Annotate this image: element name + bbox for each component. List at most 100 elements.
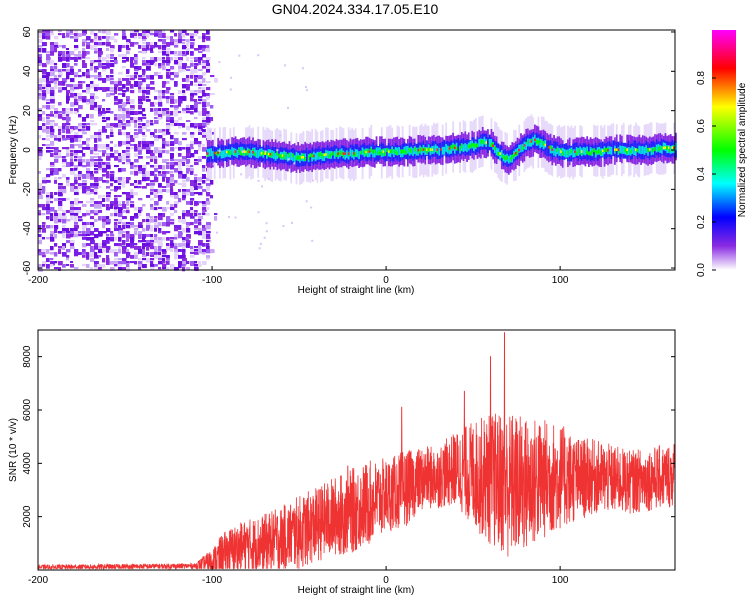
spectrogram-cell [464,143,467,151]
spectrogram-cell [98,186,102,189]
spectrogram-cell [54,219,59,224]
spectrogram-cell [74,33,78,37]
spectrogram-cell [186,75,190,80]
spectrogram-peak-cell [281,154,285,157]
spectrogram-cell [126,159,131,164]
spectrogram-cell [82,243,87,248]
spectrogram-cell [190,222,194,226]
spectrogram-cell [198,216,203,219]
spectrogram-cell [98,60,102,63]
spectrogram-cell [74,234,78,238]
spectrogram-cell [126,225,131,229]
spectrogram-cell [98,75,102,78]
spectrogram-cell [82,237,87,240]
spectrogram-cell [78,216,83,219]
spectrogram-peak-cell [417,148,421,152]
spectrogram-cell [118,48,122,52]
spectrogram-cell [146,183,150,186]
spectrogram-cell [138,141,142,145]
spectrogram-cell [66,264,70,267]
spectrogram-cell [98,243,102,246]
spectrogram-cell [122,33,126,38]
spectrogram-cell [110,237,115,242]
spectrogram-cell [110,54,115,57]
spectrogram-cell [66,51,70,56]
spectrogram-speck [242,150,245,153]
spectrogram-cell [253,152,256,157]
spectrogram-cell [50,168,55,173]
spectrogram-cell [150,120,154,123]
spectrogram-cell [126,111,130,116]
spectrogram-cell [158,63,162,68]
spectrogram-cell [447,145,449,154]
spectrogram-cell [118,108,122,112]
spectrogram-cell [66,219,71,222]
spectrogram-cell [154,192,158,196]
spectrogram-cell [393,149,395,158]
spectrogram-cell [509,157,512,162]
spectrogram-cell [110,153,115,158]
colorbar-tick-label: 0.4 [696,167,707,181]
spectrogram-cell [134,60,138,65]
spectrogram-cell [62,189,67,194]
spectrogram-cell [130,162,134,166]
spectrogram-cell [66,84,71,88]
spectrogram-cell [610,146,613,155]
spectrogram-cell [86,87,90,92]
spectrogram-cell [54,159,59,163]
spectrogram-cell [190,123,195,128]
spectrogram-cell [78,231,82,234]
spectrogram-cell [283,150,286,159]
spectrogram-cell [54,225,59,230]
spectrogram-cell [122,132,127,136]
spectrogram-cell [94,243,99,247]
spectrogram-cell [134,135,139,139]
spectrogram-cell [58,213,62,217]
spectrogram-cell [154,57,158,62]
spectrogram-cell [194,180,198,185]
spectrogram-cell [594,150,597,155]
spectrogram-cell [102,30,107,34]
spectrogram-cell [58,153,62,157]
spectrogram-cell [50,87,55,91]
spectrogram-cell [174,249,179,252]
spectrogram-cell [66,180,70,185]
spectrogram-cell [405,150,408,155]
spectrogram-cell [335,148,338,157]
spectrogram-cell [198,57,203,61]
spectrogram-cell [118,159,122,163]
spectrogram-cell [58,192,63,197]
chart-title: GN04.2024.334.17.05.E10 [272,1,439,17]
spectrogram-cell [54,63,58,66]
spectrogram-cell [154,138,159,142]
spectrogram-cell [134,261,138,265]
spectrogram-cell [122,177,126,180]
spectrogram-cell [146,30,150,34]
spectrogram-cell [118,237,122,242]
spectrogram-cell [166,150,170,154]
spectrogram-cell [50,153,54,158]
spectrogram-cell [174,132,179,135]
spectrogram-cell [138,234,142,239]
spectrogram-cell [86,144,90,148]
spectrogram-cell [182,69,186,72]
spectrogram-cell [86,228,91,231]
spectrogram-cell [174,204,178,208]
spectrogram-cell [54,243,58,247]
spectrogram-cell [126,147,131,150]
spectrogram-cell [134,36,138,39]
spectrogram-cell [62,162,66,165]
spectrogram-cell [142,258,147,261]
spectrogram-cell [608,146,611,155]
spectrogram-cell [186,87,190,91]
spectrogram-cell [122,57,127,60]
spectrogram-cell [134,120,138,123]
spectrogram-cell [190,165,194,168]
spectrogram-cell [174,141,179,145]
spectrogram-cell [154,45,159,48]
spectrogram-cell [110,48,114,53]
spectrogram-cell [581,151,583,156]
spectrogram-cell [638,145,641,154]
spectrogram-cell [158,39,163,42]
